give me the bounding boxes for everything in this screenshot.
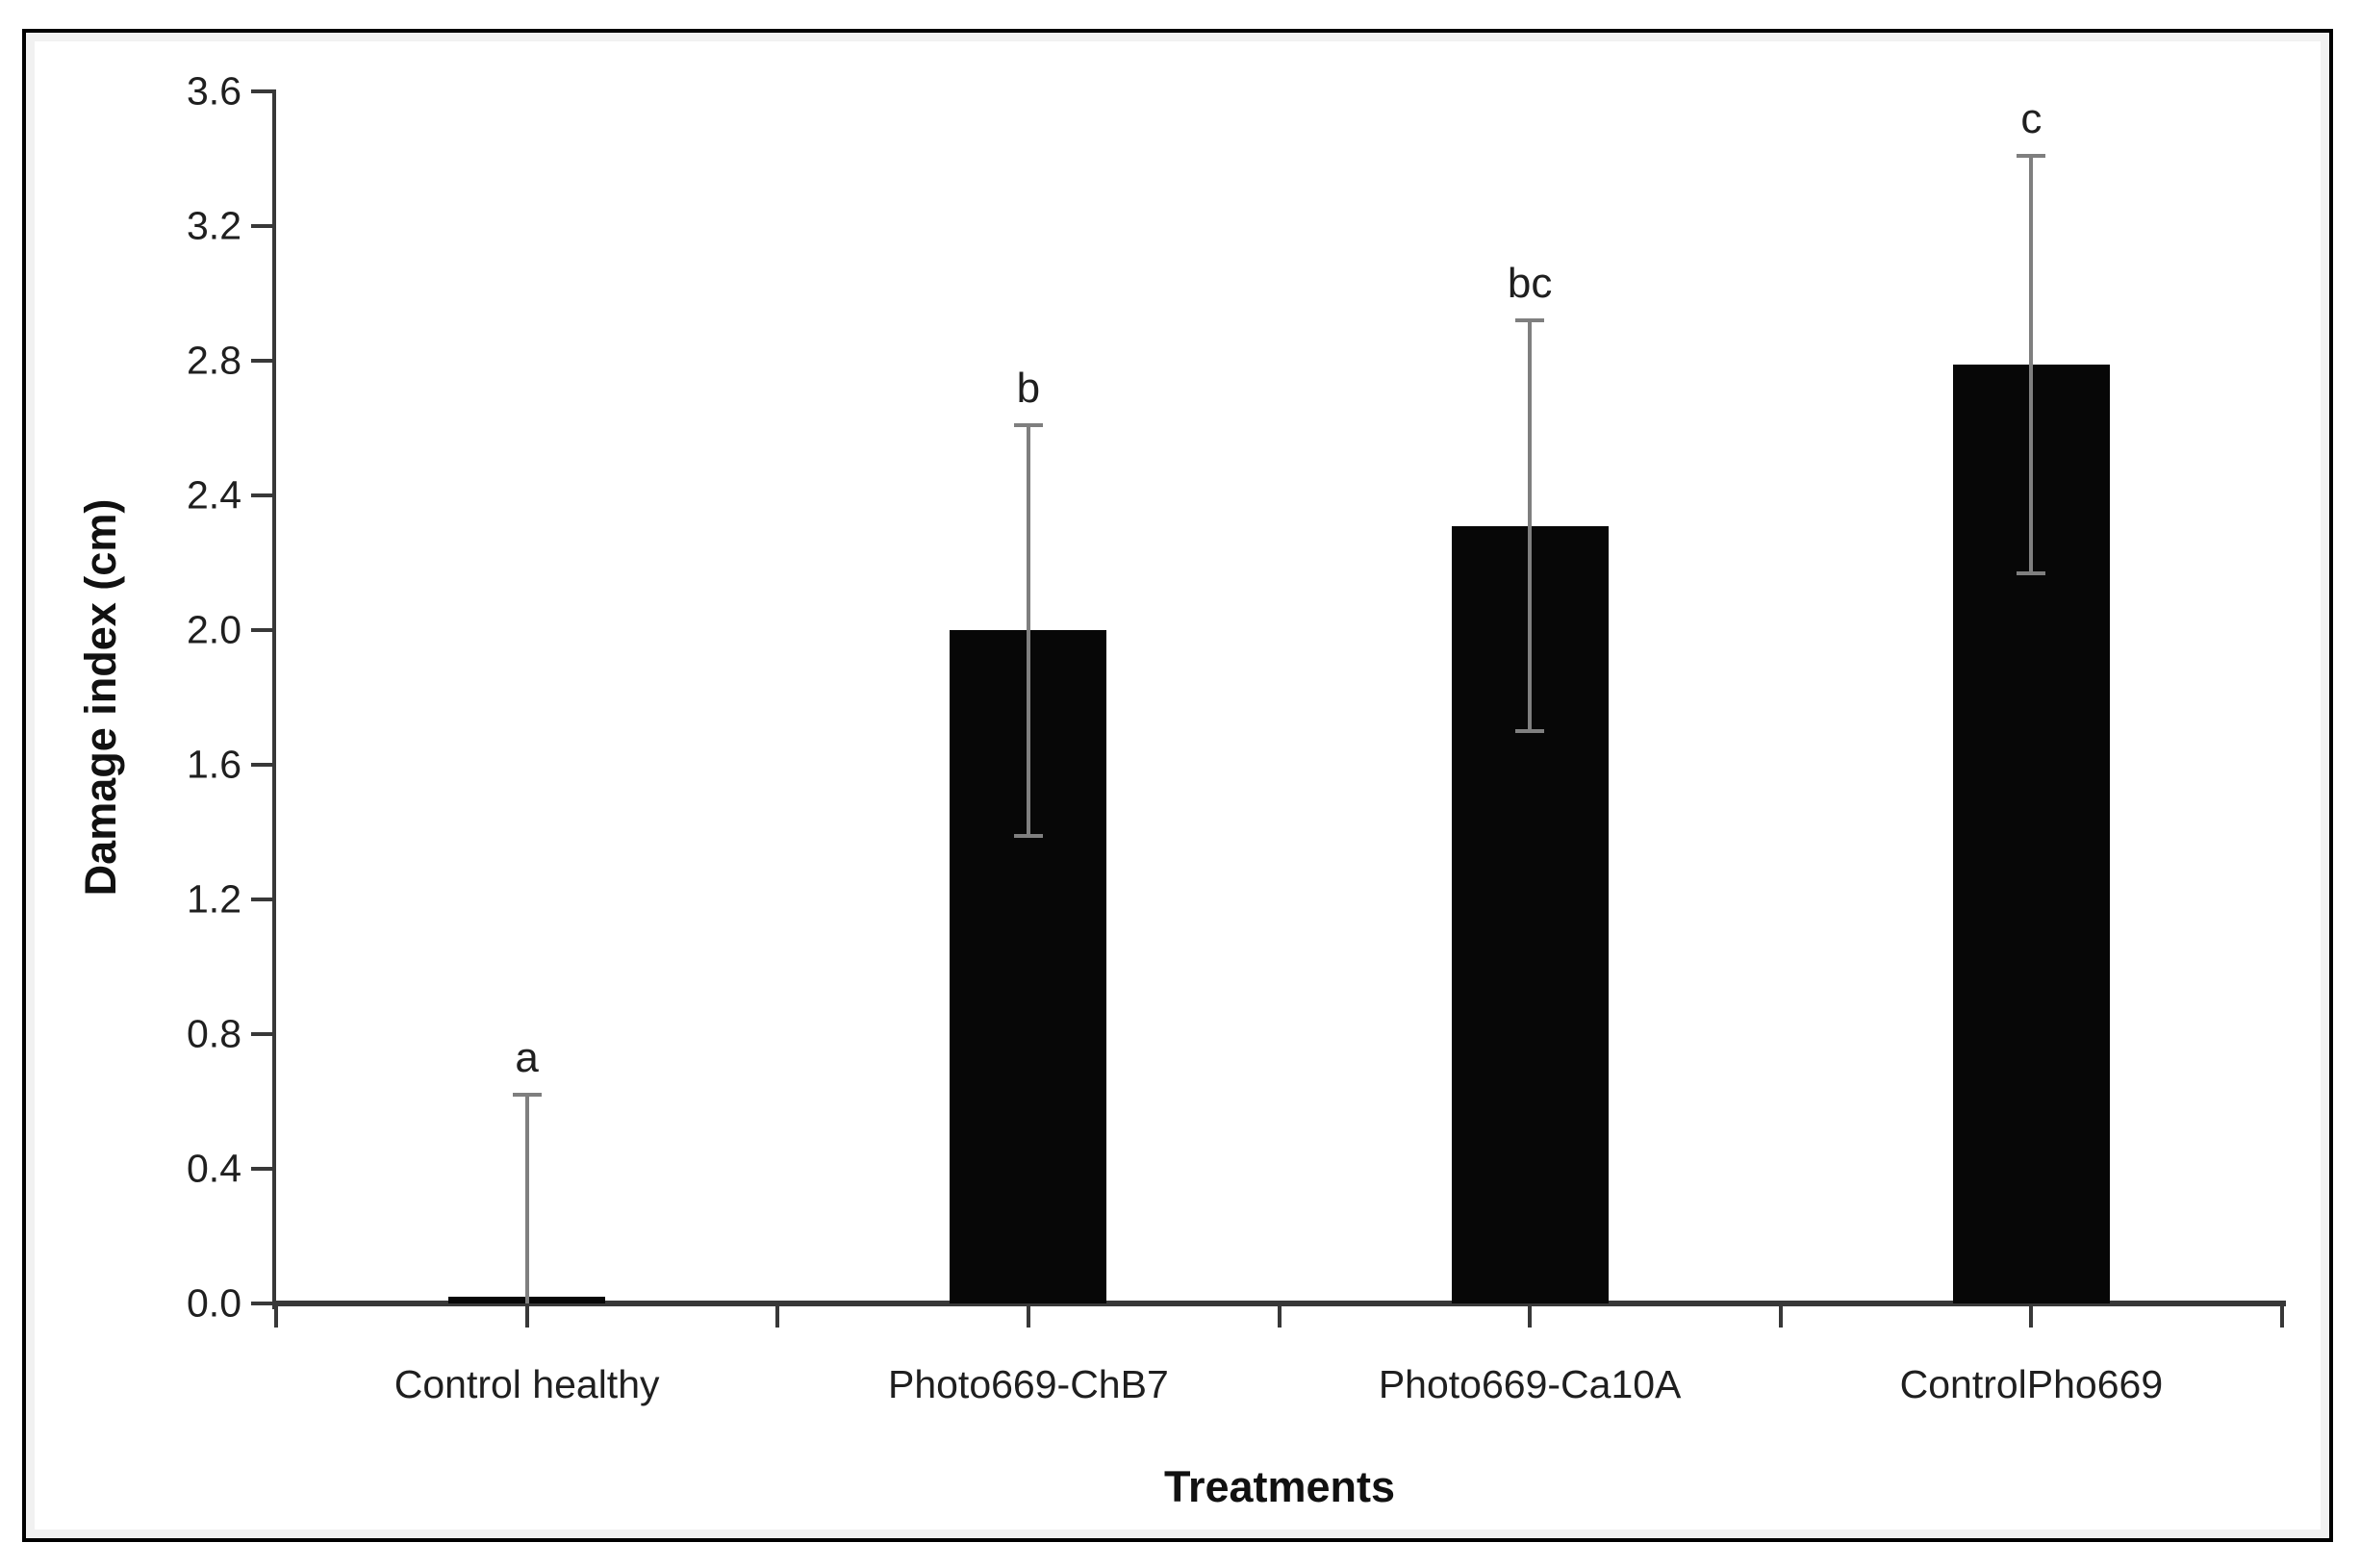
- y-axis-tick-label: 0.8: [187, 1011, 241, 1056]
- y-axis-tick: [251, 1032, 272, 1036]
- significance-letter: c: [2020, 94, 2043, 142]
- error-bar-line: [1026, 424, 1030, 836]
- error-bar-line: [2029, 155, 2034, 573]
- x-category-label: Photo669-ChB7: [887, 1362, 1169, 1406]
- error-bar-line: [524, 1095, 529, 1303]
- x-axis-tick: [1528, 1306, 1533, 1328]
- x-axis-tick: [1277, 1306, 1282, 1328]
- x-category-label: Control healthy: [393, 1362, 660, 1406]
- y-axis-tick: [251, 89, 272, 93]
- y-axis-tick-label: 2.4: [187, 472, 241, 518]
- y-axis-tick: [251, 763, 272, 767]
- x-axis-tick: [524, 1306, 529, 1328]
- x-axis-tick: [775, 1306, 780, 1328]
- figure-border-frame: [22, 29, 2333, 1542]
- error-bar-cap-bottom: [1515, 729, 1545, 733]
- y-axis-tick-label: 0.0: [187, 1280, 241, 1326]
- y-axis-line: [272, 89, 276, 1309]
- x-axis-title: Treatments: [1163, 1462, 1396, 1511]
- significance-letter: a: [515, 1034, 539, 1081]
- x-axis-tick: [2280, 1306, 2284, 1328]
- y-axis-tick-label: 3.2: [187, 203, 241, 248]
- error-bar-cap-top: [1013, 422, 1043, 427]
- error-bar-cap-bottom: [1013, 833, 1043, 838]
- x-axis-tick: [274, 1306, 278, 1328]
- y-axis-tick: [251, 898, 272, 901]
- y-axis-tick: [251, 628, 272, 632]
- y-axis-title: Damage index (cm): [76, 498, 125, 897]
- x-axis-line: [272, 1301, 2286, 1306]
- error-bar-cap-top: [2017, 153, 2046, 158]
- error-bar-cap-top: [512, 1093, 542, 1097]
- error-bar-cap-top: [1515, 318, 1545, 322]
- error-bar-cap-bottom: [2017, 570, 2046, 575]
- y-axis-tick-label: 3.6: [187, 68, 241, 114]
- x-axis-tick: [2029, 1306, 2034, 1328]
- y-axis-tick: [251, 224, 272, 228]
- y-axis-tick: [251, 1167, 272, 1171]
- y-axis-tick-label: 0.4: [187, 1146, 241, 1191]
- y-axis-tick-label: 2.8: [187, 338, 241, 383]
- y-axis-tick: [251, 359, 272, 363]
- y-axis-tick-label: 2.0: [187, 607, 241, 652]
- y-axis-tick-label: 1.6: [187, 742, 241, 787]
- y-axis-tick-label: 1.2: [187, 876, 241, 922]
- significance-letter: b: [1016, 364, 1041, 412]
- x-category-label: Photo669-Ca10A: [1378, 1362, 1682, 1406]
- x-axis-tick: [1778, 1306, 1783, 1328]
- y-axis-tick: [251, 1302, 272, 1305]
- error-bar-line: [1528, 320, 1533, 731]
- x-category-label: ControlPho669: [1899, 1362, 2164, 1406]
- significance-letter: bc: [1507, 260, 1553, 307]
- y-axis-tick: [251, 493, 272, 497]
- x-axis-tick: [1026, 1306, 1030, 1328]
